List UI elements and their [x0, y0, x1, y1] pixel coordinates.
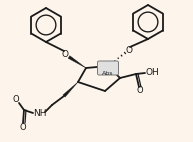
FancyBboxPatch shape [97, 61, 119, 75]
Text: OH: OH [146, 67, 160, 77]
Text: Abs: Abs [102, 70, 114, 76]
Text: O: O [62, 50, 69, 59]
Text: O: O [125, 45, 133, 55]
Text: O: O [137, 85, 143, 94]
Polygon shape [68, 56, 86, 68]
Text: O: O [13, 96, 19, 105]
Polygon shape [63, 82, 78, 97]
Text: NH: NH [33, 109, 47, 119]
Text: O: O [20, 123, 26, 131]
